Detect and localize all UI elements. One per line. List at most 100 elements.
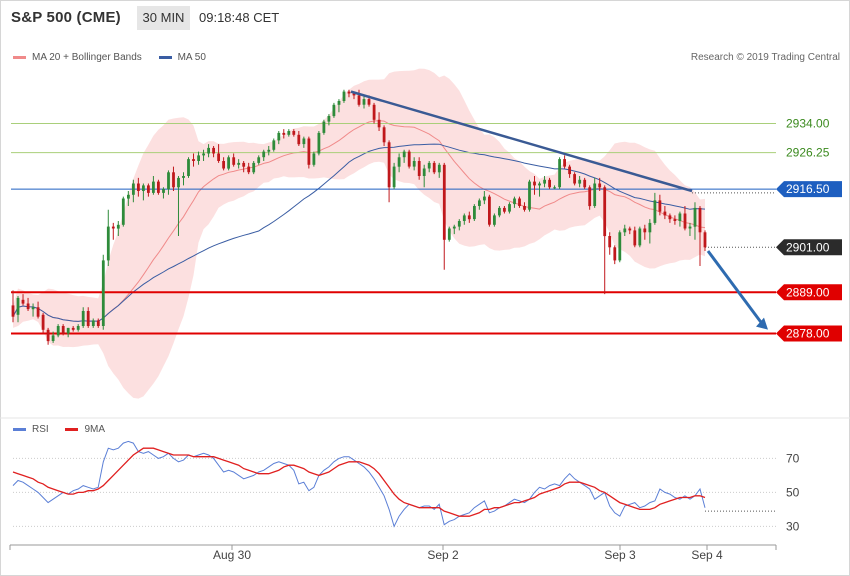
level-label-5: 2878.00: [786, 327, 830, 341]
candle-body-71: [367, 99, 371, 105]
candle-body-131: [668, 215, 672, 220]
candle-body-15: [86, 311, 90, 326]
candle-body-115: [588, 187, 592, 207]
level-label-1: 2926.25: [786, 146, 830, 160]
candle-body-40: [212, 147, 215, 154]
candle-body-1: [16, 297, 20, 315]
projection-arrow-line: [706, 250, 764, 325]
candle-body-13: [76, 326, 80, 330]
candle-body-14: [81, 311, 85, 326]
candle-body-75: [387, 142, 391, 188]
candle-body-47: [247, 166, 251, 173]
candle-body-3: [26, 303, 30, 310]
candle-body-118: [603, 187, 607, 237]
candle-body-91: [467, 215, 471, 220]
candle-body-0: [11, 305, 15, 317]
timeframe-button[interactable]: 30 MIN: [137, 6, 190, 30]
candle-body-50: [262, 151, 266, 158]
candle-body-74: [382, 127, 386, 143]
candle-body-76: [392, 166, 396, 188]
candle-body-128: [653, 200, 657, 223]
candle-body-84: [432, 162, 436, 173]
level-tag-5: [776, 325, 842, 342]
candle-body-132: [673, 219, 677, 221]
candle-body-27: [147, 185, 150, 193]
candle-body-51: [267, 149, 271, 152]
candle-body-69: [357, 95, 361, 105]
candle-body-10: [61, 326, 65, 334]
candle-body-5: [36, 307, 40, 317]
candle-body-38: [202, 153, 205, 156]
candle-body-114: [583, 179, 587, 188]
candle-body-125: [638, 228, 642, 246]
candle-body-79: [407, 151, 411, 167]
x-label-3: Sep 4: [691, 548, 723, 562]
candle-body-106: [543, 179, 546, 184]
candle-body-92: [473, 206, 476, 220]
candle-body-52: [272, 140, 276, 150]
rsi-series-rsi: [12, 440, 706, 528]
candle-body-41: [217, 153, 220, 161]
price-legend: MA 20 + Bollinger Bands MA 50: [13, 52, 220, 63]
candle-body-7: [46, 329, 50, 342]
candle-body-138: [703, 232, 707, 248]
level-tag-3: [776, 239, 842, 256]
candle-body-25: [137, 183, 140, 191]
candle-body-120: [613, 247, 617, 261]
candle-body-30: [162, 189, 165, 193]
candle-body-108: [553, 187, 556, 189]
candle-body-59: [307, 138, 311, 165]
candle-body-34: [182, 176, 185, 178]
candle-body-58: [302, 138, 306, 145]
legend-9ma: 9MA: [65, 424, 105, 435]
candle-body-12: [71, 327, 75, 330]
candle-body-135: [688, 226, 692, 229]
candle-body-64: [332, 104, 336, 117]
candle-body-101: [518, 198, 521, 206]
candle-body-102: [523, 206, 526, 210]
legend-9ma-label: 9MA: [84, 424, 106, 435]
candle-body-121: [618, 232, 622, 261]
candle-body-45: [237, 162, 241, 165]
candle-body-90: [462, 215, 466, 221]
candle-body-77: [397, 157, 401, 167]
candle-body-95: [488, 196, 491, 225]
candle-body-21: [116, 224, 120, 229]
candle-body-9: [56, 326, 60, 336]
candle-body-70: [362, 99, 366, 105]
candle-body-129: [658, 200, 662, 212]
candle-body-126: [643, 228, 647, 233]
candle-body-43: [227, 157, 230, 169]
ma50-line: [12, 143, 706, 322]
candle-body-96: [493, 215, 496, 225]
candle-body-100: [513, 198, 516, 205]
candle-body-54: [282, 132, 286, 135]
candle-body-8: [51, 335, 55, 341]
candle-body-103: [528, 181, 531, 210]
candle-body-18: [101, 260, 105, 326]
rsi-series-9ma: [12, 447, 706, 517]
candle-body-98: [503, 207, 506, 212]
candle-body-44: [232, 157, 236, 165]
candle-body-32: [172, 172, 175, 188]
symbol-title: S&P 500 (CME): [11, 9, 121, 26]
candle-body-49: [257, 157, 261, 163]
candle-body-117: [598, 183, 602, 188]
candle-body-24: [132, 183, 135, 195]
candle-body-124: [633, 230, 637, 246]
legend-rsi-swatch: [13, 427, 26, 431]
time-label: 09:18:48 CET: [199, 10, 280, 25]
candle-body-87: [447, 228, 451, 240]
legend-ma50-swatch: [158, 55, 172, 59]
level-label-4: 2889.00: [786, 285, 830, 299]
candle-body-22: [121, 198, 125, 225]
candle-body-42: [222, 161, 225, 169]
candle-body-136: [693, 207, 697, 227]
candle-body-107: [548, 179, 551, 188]
candle-body-36: [192, 159, 195, 161]
candle-body-61: [317, 132, 321, 154]
candle-body-110: [563, 159, 566, 167]
candle-body-78: [402, 151, 406, 158]
candle-body-99: [508, 204, 511, 212]
